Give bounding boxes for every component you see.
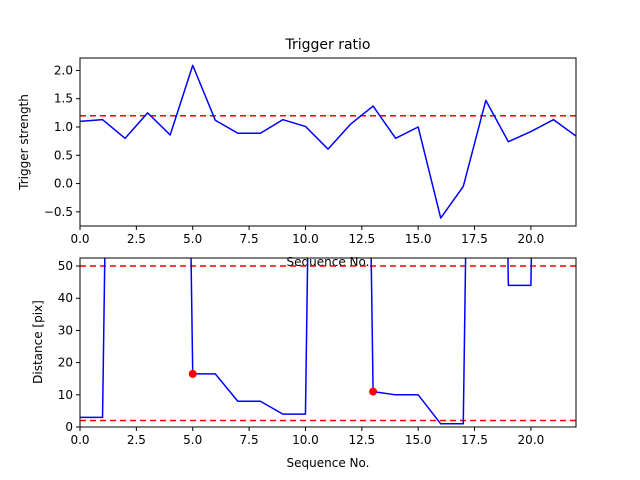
y-tick-label: 0.0 bbox=[54, 177, 73, 191]
distance-chart: Distance [pix] Sequence No. 0.0 2.5 5.0 7.5… bbox=[31, 257, 577, 470]
x-tick-label: 10.0 bbox=[292, 433, 319, 447]
y-tick-label: 1.0 bbox=[54, 120, 73, 134]
x-tick-label: 7.5 bbox=[240, 433, 259, 447]
y-tick-label: 20 bbox=[58, 356, 73, 370]
x-tick-label: 12.5 bbox=[348, 232, 375, 246]
x-tick-label: 15.0 bbox=[405, 232, 432, 246]
x-tick-label: 20.0 bbox=[518, 232, 545, 246]
x-tick-label: 5.0 bbox=[183, 433, 202, 447]
x-tick-label: 0.0 bbox=[70, 232, 89, 246]
x-tick-label: 12.5 bbox=[348, 433, 375, 447]
x-tick-label: 2.5 bbox=[127, 433, 146, 447]
y-tick-label: 2.0 bbox=[54, 63, 73, 77]
x-tick-label: 20.0 bbox=[518, 433, 545, 447]
x-tick-label: 17.5 bbox=[461, 433, 488, 447]
y-tick-label: 0 bbox=[65, 420, 73, 434]
x-axis-label: Sequence No. bbox=[287, 456, 370, 470]
y-tick-label: 30 bbox=[58, 323, 73, 337]
x-tick-label: 17.5 bbox=[461, 232, 488, 246]
plot-area bbox=[80, 258, 576, 425]
x-tick-label: 10.0 bbox=[292, 232, 319, 246]
x-tick-label: 15.0 bbox=[405, 433, 432, 447]
y-axis-label: Trigger strength bbox=[17, 94, 31, 191]
plot-frame bbox=[79, 57, 577, 227]
x-axis-label: Sequence No. bbox=[287, 255, 370, 269]
y-axis-label: Distance [pix] bbox=[31, 300, 45, 384]
data-point-marker bbox=[369, 387, 378, 396]
series-line bbox=[80, 64, 576, 219]
y-tick-label: 10 bbox=[58, 388, 73, 402]
data-point-marker bbox=[188, 369, 197, 378]
plot-area bbox=[80, 64, 576, 219]
y-tick-label: −0.5 bbox=[44, 205, 73, 219]
plot-frame bbox=[79, 257, 577, 428]
trigger-ratio-chart: Trigger ratio Trigger strength Sequence … bbox=[17, 37, 577, 269]
y-tick-label: 40 bbox=[58, 291, 73, 305]
y-tick-label: 0.5 bbox=[54, 148, 73, 162]
y-tick-label: 1.5 bbox=[54, 92, 73, 106]
x-tick-label: 5.0 bbox=[183, 232, 202, 246]
chart-title: Trigger ratio bbox=[284, 37, 370, 53]
x-tick-label: 7.5 bbox=[240, 232, 259, 246]
y-tick-label: 50 bbox=[58, 259, 73, 273]
x-tick-label: 0.0 bbox=[70, 433, 89, 447]
x-tick-label: 2.5 bbox=[127, 232, 146, 246]
